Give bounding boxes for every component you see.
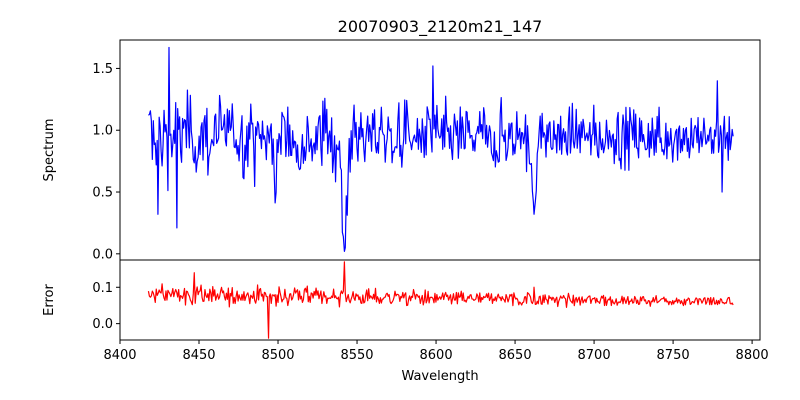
spectrum-y-tick-label: 1.0	[92, 124, 113, 139]
x-tick-label: 8500	[261, 348, 294, 363]
x-tick-label: 8700	[578, 348, 611, 363]
error-y-ticks: 0.0 0.1	[92, 281, 120, 332]
x-tick-label: 8400	[103, 348, 136, 363]
x-tick-label: 8800	[736, 348, 769, 363]
spectrum-y-axis-label: Spectrum	[42, 119, 57, 182]
spectrum-y-tick-label: 0.0	[92, 247, 113, 262]
error-axes-frame	[119, 259, 761, 341]
spectrum-y-ticks: 0.0 0.5 1.0 1.5	[92, 62, 120, 262]
x-axis-label: Wavelength	[401, 369, 478, 384]
error-series-line	[147, 261, 734, 339]
x-tick-label: 8450	[182, 348, 215, 363]
error-y-tick-label: 0.1	[92, 281, 113, 296]
error-x-ticks: 8400 8450 8500 8550 8600 8650 8700 8750 8800	[103, 340, 769, 363]
error-y-axis-label: Error	[42, 284, 57, 316]
chart-title: 20070903_2120m21_147	[338, 17, 543, 37]
x-tick-label: 8750	[657, 348, 690, 363]
error-panel: 0.00.1 8400 8450 8500 8550 8600 8650 8700 8750 8…	[42, 259, 769, 384]
error-y-tick-label: 0.0	[92, 317, 113, 332]
x-tick-label: 8600	[420, 348, 453, 363]
spectrum-y-tick-label: 0.5	[92, 186, 113, 201]
x-tick-label: 8550	[340, 348, 373, 363]
spectrum-series-line	[148, 46, 734, 252]
spectrum-y-tick-label: 1.5	[92, 62, 113, 77]
x-tick-label: 8650	[499, 348, 532, 363]
